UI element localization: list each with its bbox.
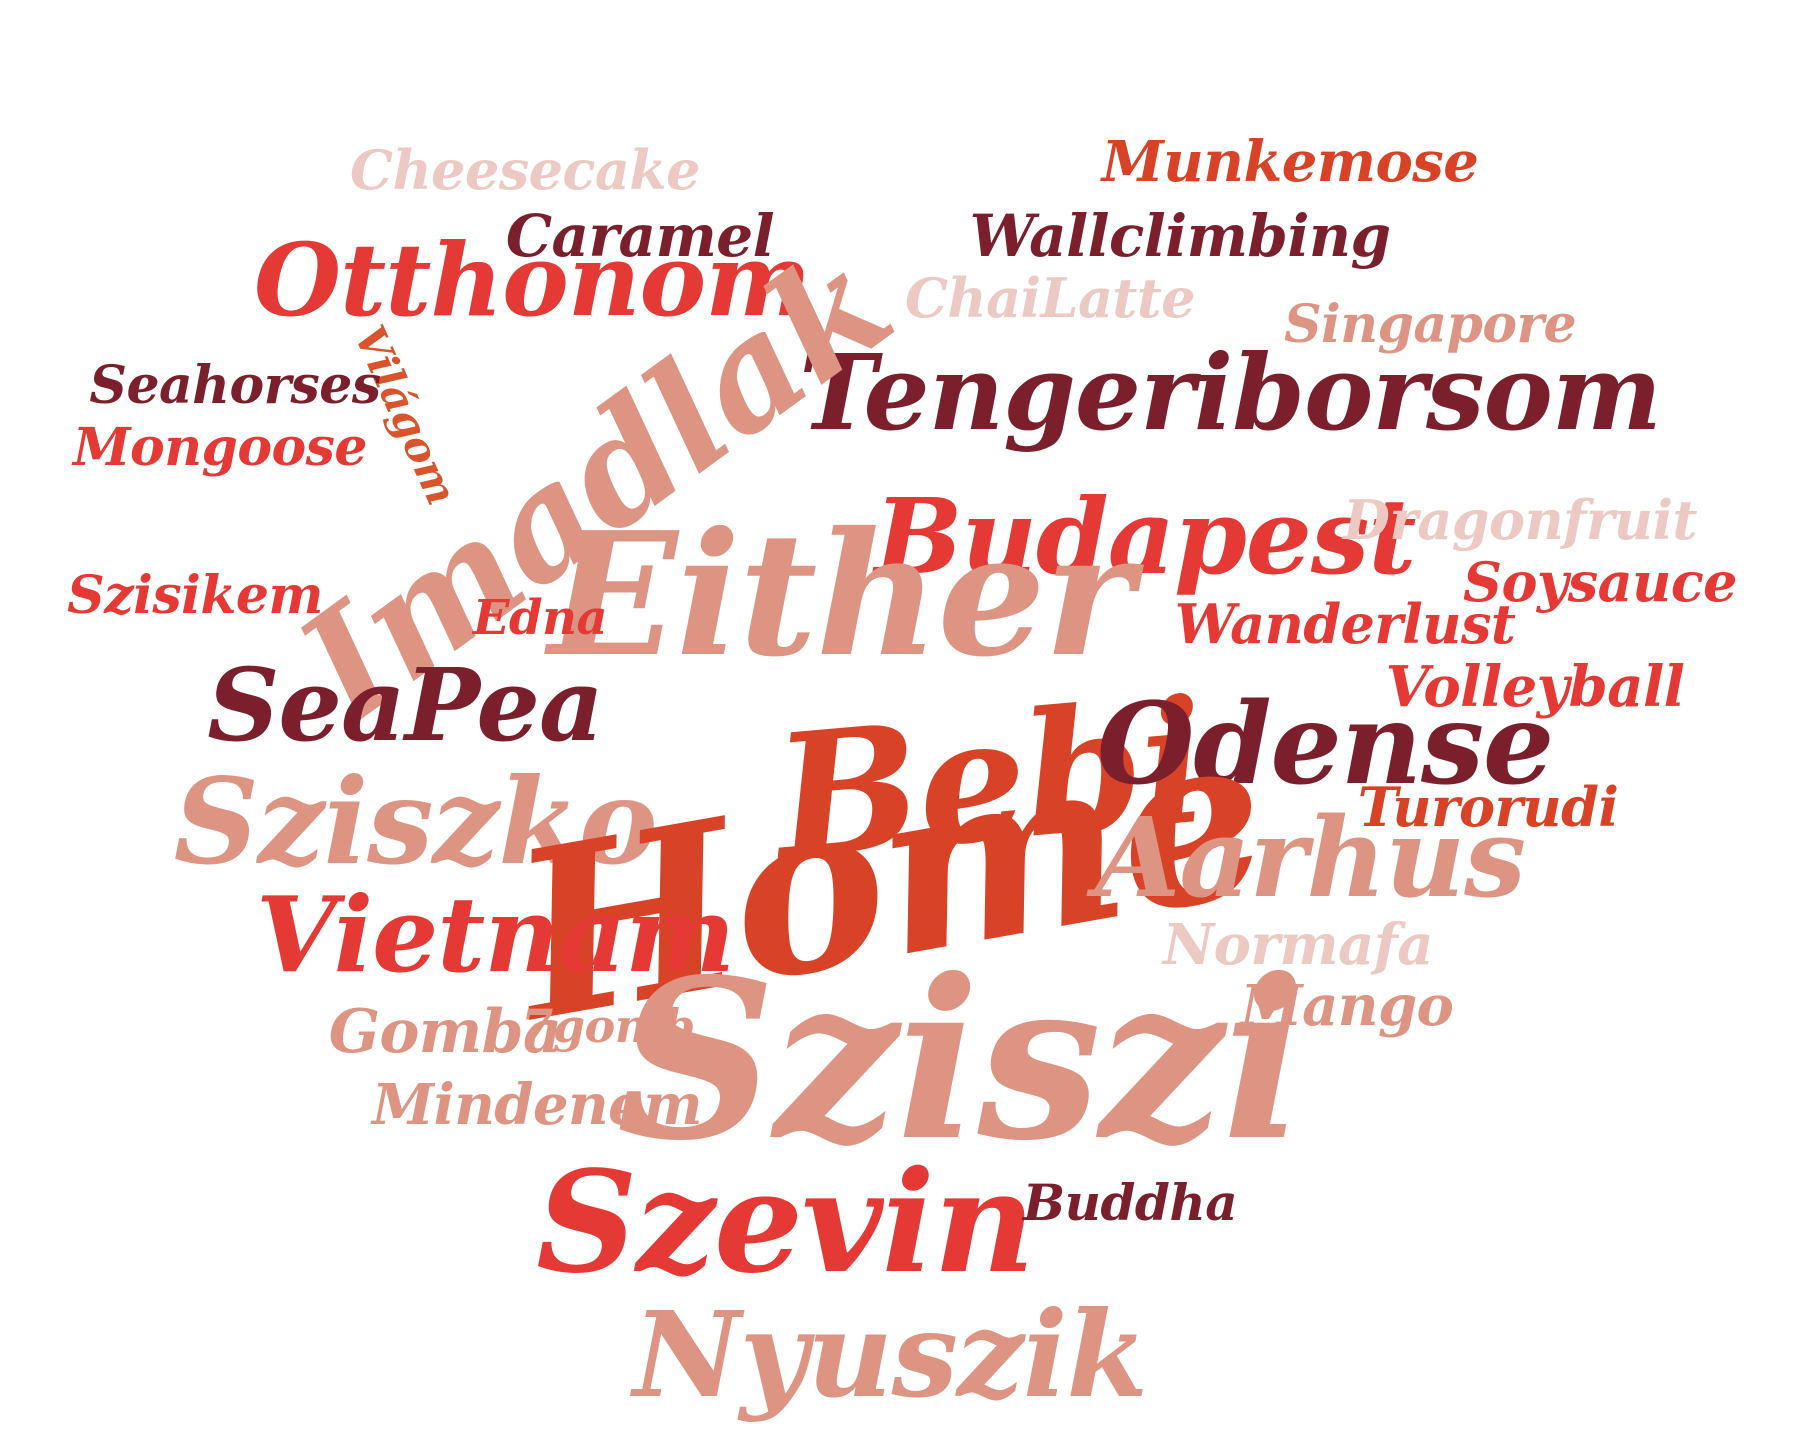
word-soysauce: Soysauce [1463, 550, 1738, 614]
word-odense: Odense [1096, 679, 1554, 810]
word-szevin: Szevin [536, 1141, 1035, 1305]
word-seapea: SeaPea [207, 646, 604, 764]
word-dragonfruit: Dragonfruit [1343, 488, 1697, 552]
word-turorudi: Turorudi [1357, 775, 1619, 839]
word-cheesecake: Cheesecake [350, 138, 700, 202]
word-aarhus: Aarhus [1095, 793, 1526, 922]
word-caramel: Caramel [505, 202, 775, 270]
word-singapore: Singapore [1283, 294, 1577, 355]
word-budapest: Budapest [874, 475, 1417, 598]
word-7gomb: 7gomb [521, 999, 695, 1053]
word-mango: Mango [1240, 973, 1454, 1039]
word-either: Either [548, 495, 1134, 695]
word-edna: Edna [472, 590, 608, 646]
word-sziszi: Sziszi [616, 930, 1306, 1189]
word-szisizikem: Szisikem [67, 565, 323, 626]
word-tengeriborsom: Tengeriborsom [799, 331, 1662, 454]
word-seahorses: Seahorses [89, 355, 381, 416]
word-nyuszik: Nyuszik [633, 1285, 1148, 1424]
word-mindenem: Mindenem [372, 1072, 702, 1138]
word-normafa: Normafa [1162, 912, 1434, 978]
word-volleyball: Volleyball [1385, 654, 1685, 720]
word-wanderlust: Wanderlust [1174, 592, 1516, 656]
word-vietnam: Vietnam [255, 873, 735, 996]
word-buddha: Buddha [1022, 1173, 1238, 1232]
word-sziszko: Sziszko [173, 752, 658, 891]
word-wallclimbing: Wallclimbing [969, 202, 1391, 270]
word-otthonom: Otthonom [253, 221, 811, 339]
word-mongoose: Mongoose [73, 417, 368, 478]
word-chailatte: ChaiLatte [904, 266, 1196, 330]
word-munkemose: Munkemose [1101, 129, 1479, 195]
word-gomba: Gomba [328, 997, 562, 1067]
